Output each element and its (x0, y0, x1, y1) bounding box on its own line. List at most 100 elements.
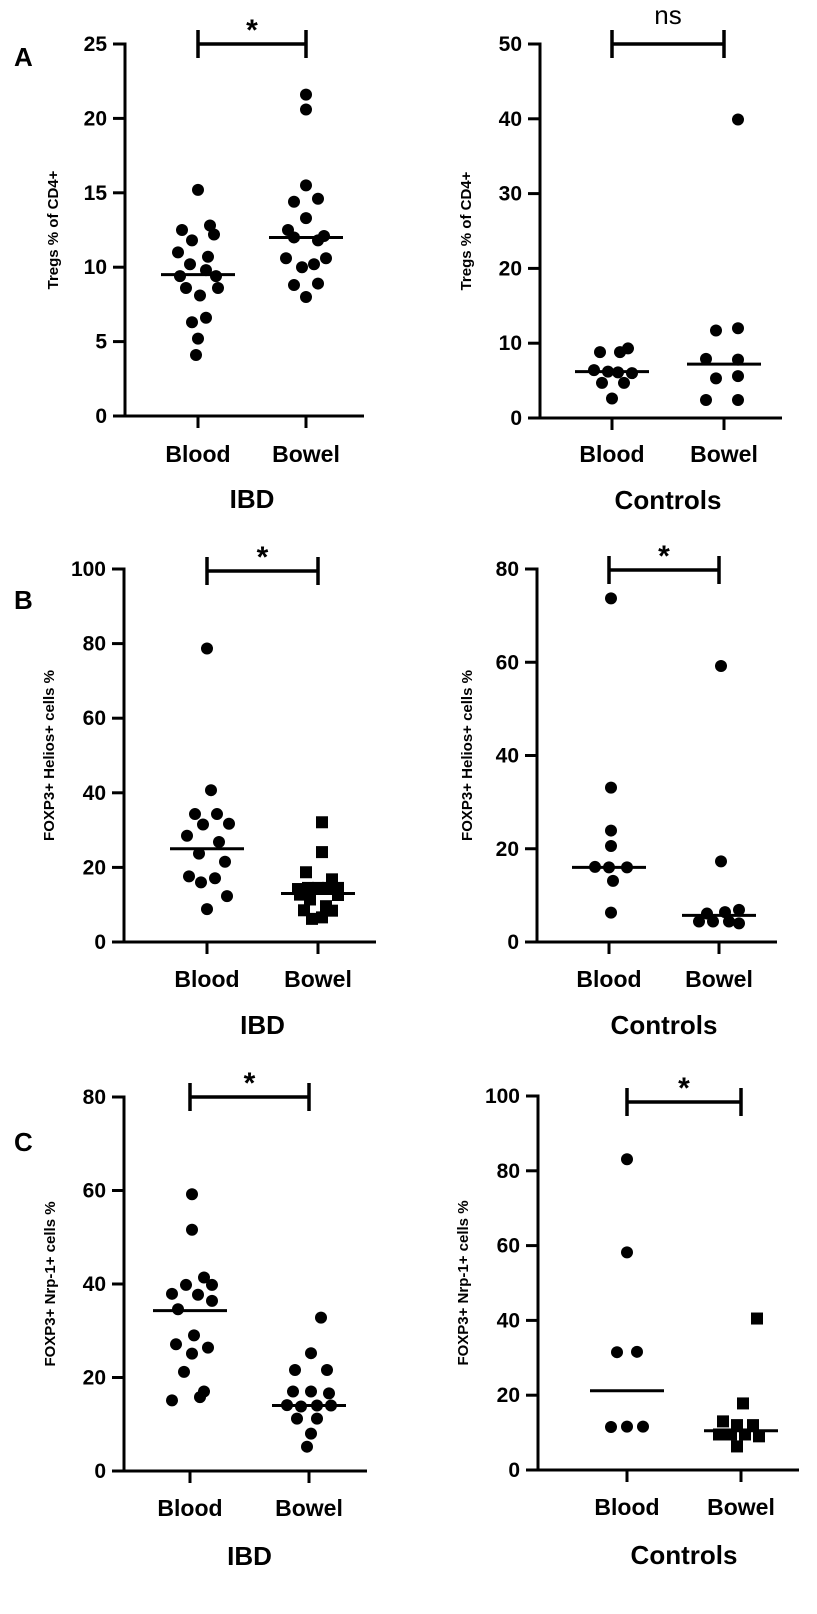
chart-c-ibd-blood-point (206, 1278, 218, 1291)
chart-b-controls-blood-point (605, 839, 617, 852)
chart-b-ibd-bowel-point (306, 912, 318, 925)
chart-c-ibd-blood-point (166, 1394, 178, 1407)
chart-b-controls-x-tick-label: Bowel (685, 966, 753, 992)
chart-c-controls-y-axis-label: FOXP3+ Nrp-1+ cells % (455, 1200, 472, 1365)
chart-a-ibd-y-tick-label: 25 (84, 33, 108, 56)
chart-a-ibd-bowel-point (300, 290, 312, 303)
chart-b-ibd-y-tick-label: 80 (83, 633, 106, 656)
chart-c-ibd-blood-point (186, 1347, 198, 1360)
chart-b-ibd-blood-point (183, 870, 195, 883)
chart-c-controls-bowel-point (747, 1419, 759, 1432)
chart-a-controls-x-tick-label: Blood (579, 441, 644, 467)
chart-c-controls-group-title: Controls (631, 1540, 738, 1570)
chart-b-controls-blood-point (605, 592, 617, 605)
chart-a-ibd-blood-point (192, 183, 204, 196)
chart-c-controls-x-tick-label: Bowel (707, 1494, 775, 1520)
chart-b-controls-blood-point (607, 874, 619, 887)
chart-c-ibd-bowel-point (291, 1412, 303, 1425)
chart-c-controls-bowel-point (753, 1430, 765, 1443)
chart-c-ibd-y-tick-label: 80 (83, 1086, 106, 1109)
chart-b-controls-bowel-point (693, 915, 705, 928)
chart-c-ibd-blood-point (180, 1278, 192, 1291)
chart-c-ibd-blood-point (192, 1288, 204, 1301)
chart-a-controls-y-tick-label: 20 (499, 257, 522, 280)
chart-b-ibd-x-tick-label: Bowel (284, 966, 352, 992)
chart-a-ibd-y-axis-label: Tregs % of CD4+ (45, 170, 62, 289)
chart-c-ibd-blood-point (178, 1365, 190, 1378)
chart-a-ibd-blood-point (186, 316, 198, 329)
chart-b-controls-significance-label: * (658, 540, 670, 573)
chart-b-ibd-bowel-point (312, 881, 324, 894)
chart-a-ibd-x-tick-label: Blood (165, 441, 230, 467)
chart-b-controls-blood-point (605, 781, 617, 794)
chart-c-controls-y-tick-label: 0 (508, 1459, 520, 1482)
chart-a-ibd-blood-point (180, 282, 192, 295)
chart-a-controls-y-tick-label: 10 (499, 332, 522, 355)
chart-b-controls-x-tick-label: Blood (576, 966, 641, 992)
chart-b-ibd-y-tick-label: 60 (83, 707, 106, 730)
chart-a-ibd-bowel-point (296, 261, 308, 274)
chart-a-controls-blood-point (618, 376, 630, 389)
chart-a-ibd-bowel-point (308, 258, 320, 271)
chart-a-controls-significance-label: ns (654, 0, 681, 30)
chart-a-ibd-blood-point (172, 246, 184, 259)
chart-c-controls-blood-point (631, 1345, 643, 1358)
chart-c-ibd-bowel-point (289, 1364, 301, 1377)
chart-b-ibd-blood-point (221, 890, 233, 903)
chart-c-ibd-bowel-point (305, 1427, 317, 1440)
chart-a-ibd-blood-point (192, 332, 204, 345)
chart-b-ibd-significance-label: * (257, 541, 269, 574)
chart-b-ibd-y-tick-label: 20 (83, 856, 106, 879)
chart-b-ibd-blood-point (201, 903, 213, 916)
chart-b-controls-bowel-point (733, 903, 745, 916)
chart-b-controls-bowel-point (715, 659, 727, 672)
chart-b-ibd-y-tick-label: 100 (71, 558, 106, 581)
chart-a-ibd-blood-point (212, 282, 224, 295)
chart-c-ibd-blood-point (166, 1287, 178, 1300)
chart-b-ibd-blood-point (205, 784, 217, 797)
chart-a-ibd-bowel-point (320, 252, 332, 265)
chart-b-ibd-blood-point (211, 808, 223, 821)
chart-b-ibd-blood-point (181, 829, 193, 842)
chart-a-ibd-blood-point (184, 258, 196, 271)
chart-c-ibd-blood-point (186, 1188, 198, 1201)
chart-c-ibd-blood-point (198, 1271, 210, 1284)
chart-a-controls-bowel-point (732, 370, 744, 383)
chart-c-controls-blood-point (621, 1420, 633, 1433)
chart-b-controls-y-tick-label: 20 (496, 838, 519, 861)
chart-b-controls-y-tick-label: 60 (496, 651, 519, 674)
chart-a-controls-blood-point (606, 392, 618, 405)
chart-c-controls-x-tick-label: Blood (594, 1494, 659, 1520)
chart-b-ibd-bowel-point (322, 881, 334, 894)
chart-b-ibd-bowel-point (316, 816, 328, 829)
chart-a-controls-bowel-point (732, 322, 744, 335)
chart-c-ibd-bowel-point (305, 1347, 317, 1360)
chart-b-controls-blood-point (605, 906, 617, 919)
chart-c-controls-bowel-point (717, 1415, 729, 1428)
chart-c-ibd-blood-point (206, 1294, 218, 1307)
chart-c-controls-bowel-point (751, 1312, 763, 1325)
chart-a-controls-x-tick-label: Bowel (690, 441, 758, 467)
chart-a-controls-blood-point (594, 346, 606, 359)
chart-a-ibd-y-tick-label: 15 (84, 182, 108, 205)
chart-a-controls-y-axis-label: Tregs % of CD4+ (458, 171, 475, 290)
chart-a-controls-blood-point (596, 376, 608, 389)
chart-c-ibd-y-axis-label: FOXP3+ Nrp-1+ cells % (42, 1201, 59, 1366)
chart-c-controls-blood-point (611, 1346, 623, 1359)
chart-b-ibd-x-tick-label: Blood (174, 966, 239, 992)
chart-c-ibd-blood-point (186, 1223, 198, 1236)
chart-a-ibd-y-tick-label: 20 (84, 107, 107, 130)
chart-c-ibd-bowel-point (323, 1387, 335, 1400)
chart-a-controls-bowel-point (732, 394, 744, 407)
chart-c-controls-bowel-point (737, 1397, 749, 1410)
chart-c-controls-bowel-point (731, 1419, 743, 1432)
chart-a-controls-bowel-point (700, 352, 712, 365)
chart-c-ibd-group-title: IBD (227, 1541, 272, 1571)
chart-a-controls-y-tick-label: 0 (510, 407, 522, 430)
chart-b-ibd-blood-point (197, 818, 209, 831)
chart-b-controls-y-axis-label: FOXP3+ Helios+ cells % (459, 670, 476, 841)
chart-b-ibd-blood-point (195, 876, 207, 889)
chart-a-ibd-y-tick-label: 5 (95, 331, 107, 354)
chart-b-controls-y-tick-label: 0 (507, 931, 519, 954)
chart-a-ibd-bowel-point (300, 179, 312, 192)
